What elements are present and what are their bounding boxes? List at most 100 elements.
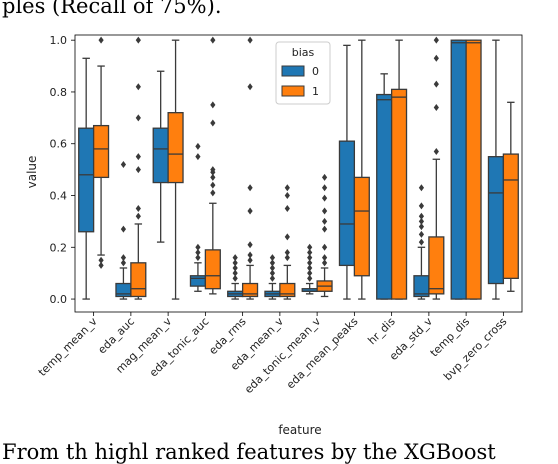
box-eda_mean_peaks-bias-1 bbox=[353, 39, 370, 300]
box-iqr bbox=[428, 236, 445, 295]
flier-point bbox=[321, 173, 328, 181]
flier-point bbox=[321, 207, 328, 215]
box-hr_dis-bias-1 bbox=[390, 39, 408, 300]
box-iqr bbox=[92, 124, 110, 179]
box-mag_mean_v-bias-1 bbox=[167, 39, 184, 300]
box-eda_auc-bias-0 bbox=[115, 160, 132, 300]
flier-point bbox=[433, 36, 439, 44]
box-iqr bbox=[502, 153, 519, 279]
flier-point bbox=[247, 256, 253, 264]
y-tick-label: 0.4 bbox=[50, 190, 68, 203]
flier-point bbox=[418, 184, 425, 192]
flier-point bbox=[195, 142, 201, 150]
flier-point bbox=[307, 259, 313, 267]
flier-point bbox=[210, 173, 216, 181]
flier-point bbox=[120, 254, 127, 262]
flier-point bbox=[269, 269, 276, 277]
caption-bottom: From th highl ranked features by the XGB… bbox=[2, 440, 496, 464]
flier-point bbox=[98, 261, 104, 269]
flier-point bbox=[232, 274, 238, 282]
flier-point bbox=[247, 241, 253, 249]
flier-point bbox=[135, 166, 141, 174]
box-temp_mean_v-bias-1 bbox=[92, 36, 110, 269]
flier-point bbox=[269, 259, 276, 267]
x-tick-label: temp_mean_v bbox=[36, 315, 100, 379]
x-tick-label: eda_mean_peaks bbox=[284, 315, 361, 392]
flier-point bbox=[307, 254, 313, 262]
box-iqr bbox=[204, 249, 221, 290]
box-eda_tonic_auc-bias-0 bbox=[189, 142, 207, 292]
flier-point bbox=[135, 36, 141, 44]
box-iqr bbox=[465, 39, 482, 300]
flier-point bbox=[195, 248, 201, 256]
legend: bias 0 1 bbox=[275, 41, 331, 105]
box-iqr bbox=[487, 156, 505, 285]
flier-point bbox=[210, 119, 216, 127]
flier-point bbox=[135, 114, 141, 122]
box-iqr bbox=[78, 127, 95, 233]
legend-label-1: 1 bbox=[312, 85, 319, 98]
x-tick-label: bvp_zero_cross bbox=[441, 315, 509, 383]
flier-point bbox=[284, 233, 290, 241]
flier-point bbox=[321, 254, 328, 262]
box-eda_std_v-bias-0 bbox=[413, 184, 430, 300]
flier-point bbox=[247, 251, 253, 259]
flier-point bbox=[284, 248, 290, 256]
flier-point bbox=[269, 274, 276, 282]
flier-point bbox=[433, 54, 439, 62]
flier-point bbox=[247, 207, 253, 215]
box-eda_mean_v-bias-0 bbox=[264, 254, 281, 300]
flier-point bbox=[433, 80, 439, 88]
caption-top: ples (Recall of 75%). bbox=[2, 0, 222, 18]
box-temp_dis-bias-1 bbox=[465, 39, 482, 300]
box-mag_mean_v-bias-0 bbox=[152, 70, 169, 243]
flier-point bbox=[135, 83, 141, 91]
y-tick-label: 0.6 bbox=[50, 138, 68, 151]
flier-point bbox=[307, 264, 313, 272]
flier-point bbox=[321, 194, 328, 202]
flier-point bbox=[284, 192, 290, 200]
flier-point bbox=[210, 36, 216, 44]
flier-point bbox=[269, 264, 276, 272]
flier-point bbox=[247, 184, 253, 192]
flier-point bbox=[232, 269, 238, 277]
flier-point bbox=[98, 256, 104, 264]
flier-point bbox=[135, 204, 141, 212]
flier-point bbox=[307, 269, 313, 277]
flier-point bbox=[247, 83, 253, 91]
flier-point bbox=[284, 204, 290, 212]
box-temp_mean_v-bias-0 bbox=[78, 57, 95, 300]
flier-point bbox=[195, 254, 201, 262]
legend-swatch-1 bbox=[281, 85, 305, 97]
box-hr_dis-bias-0 bbox=[376, 73, 393, 300]
flier-point bbox=[210, 181, 216, 189]
legend-label-0: 0 bbox=[312, 65, 319, 78]
flier-point bbox=[321, 184, 328, 192]
box-iqr bbox=[152, 127, 169, 184]
flier-point bbox=[307, 248, 313, 256]
box-bvp_zero_cross-bias-0 bbox=[487, 39, 505, 300]
box-eda_tonic_mean_v-bias-0 bbox=[301, 243, 318, 295]
flier-point bbox=[120, 225, 127, 233]
box-eda_tonic_mean_v-bias-1 bbox=[316, 173, 333, 298]
flier-point bbox=[232, 264, 238, 272]
flier-point bbox=[232, 254, 238, 262]
flier-point bbox=[433, 103, 439, 111]
flier-point bbox=[210, 166, 216, 174]
flier-point bbox=[433, 147, 439, 155]
flier-point bbox=[418, 223, 425, 231]
flier-point bbox=[135, 212, 141, 220]
box-iqr bbox=[376, 93, 393, 300]
flier-point bbox=[135, 153, 141, 161]
box-iqr bbox=[338, 140, 356, 267]
flier-point bbox=[232, 259, 238, 267]
box-iqr bbox=[390, 88, 408, 300]
box-iqr bbox=[450, 39, 467, 300]
y-tick-label: 0.2 bbox=[50, 241, 68, 254]
box-iqr bbox=[353, 176, 370, 277]
flier-point bbox=[98, 36, 104, 44]
flier-point bbox=[210, 101, 216, 109]
x-axis: temp_mean_veda_aucmag_mean_veda_tonic_au… bbox=[36, 312, 510, 396]
box-eda_auc-bias-1 bbox=[130, 36, 147, 300]
flier-point bbox=[418, 212, 425, 220]
